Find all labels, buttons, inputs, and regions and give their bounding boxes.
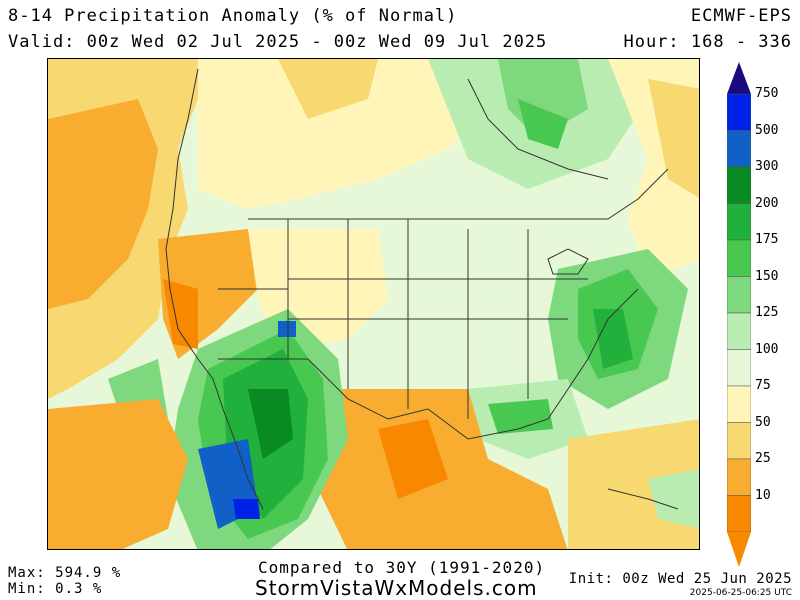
legend-label: 75 (755, 378, 771, 393)
legend-swatch (727, 495, 751, 533)
legend-swatch (727, 239, 751, 277)
map-title: 8-14 Precipitation Anomaly (% of Normal) (8, 6, 458, 26)
precipitation-map (47, 58, 700, 550)
legend-swatch (727, 422, 751, 460)
legend-label: 150 (755, 268, 779, 284)
legend-label: 10 (755, 487, 771, 503)
legend-label: 175 (755, 232, 779, 247)
climatology-note: Compared to 30Y (1991-2020) (258, 558, 546, 577)
legend-label: 750 (755, 86, 779, 101)
legend-label: 200 (755, 195, 779, 211)
legend-swatch (727, 130, 751, 168)
legend-bottom-arrow (727, 532, 751, 567)
anomaly-fields (48, 59, 699, 549)
min-value: Min: 0.3 % (8, 581, 103, 597)
model-name: ECMWF-EPS (690, 6, 792, 26)
legend-swatch (727, 349, 751, 387)
timestamp: 2025-06-25-06:25 UTC (689, 588, 792, 598)
legend-label: 300 (755, 159, 779, 174)
legend-top-arrow (727, 62, 751, 94)
map-boundaries (165, 68, 679, 510)
legend-swatch (727, 312, 751, 350)
color-legend: 750 500 300 200 175 150 125 100 75 50 25 10 (727, 62, 800, 572)
legend-label: 125 (755, 305, 779, 320)
legend-label: 500 (755, 122, 779, 138)
valid-period: Valid: 00z Wed 02 Jul 2025 - 00z Wed 09 … (8, 32, 548, 52)
site-watermark: StormVistaWxModels.com (255, 576, 538, 600)
legend-label: 25 (755, 451, 771, 466)
legend-label: 50 (755, 414, 771, 430)
init-time: Init: 00z Wed 25 Jun 2025 (568, 571, 792, 587)
legend-label: 100 (755, 341, 779, 357)
legend-swatch (727, 93, 751, 131)
legend-swatch (727, 276, 751, 314)
legend-swatch (727, 385, 751, 423)
map-canvas (48, 59, 699, 549)
forecast-hour: Hour: 168 - 336 (623, 32, 792, 52)
legend-swatch (727, 203, 751, 241)
legend-colorbar (727, 62, 751, 567)
legend-swatch (727, 166, 751, 204)
legend-swatch (727, 458, 751, 496)
max-value: Max: 594.9 % (8, 565, 122, 581)
